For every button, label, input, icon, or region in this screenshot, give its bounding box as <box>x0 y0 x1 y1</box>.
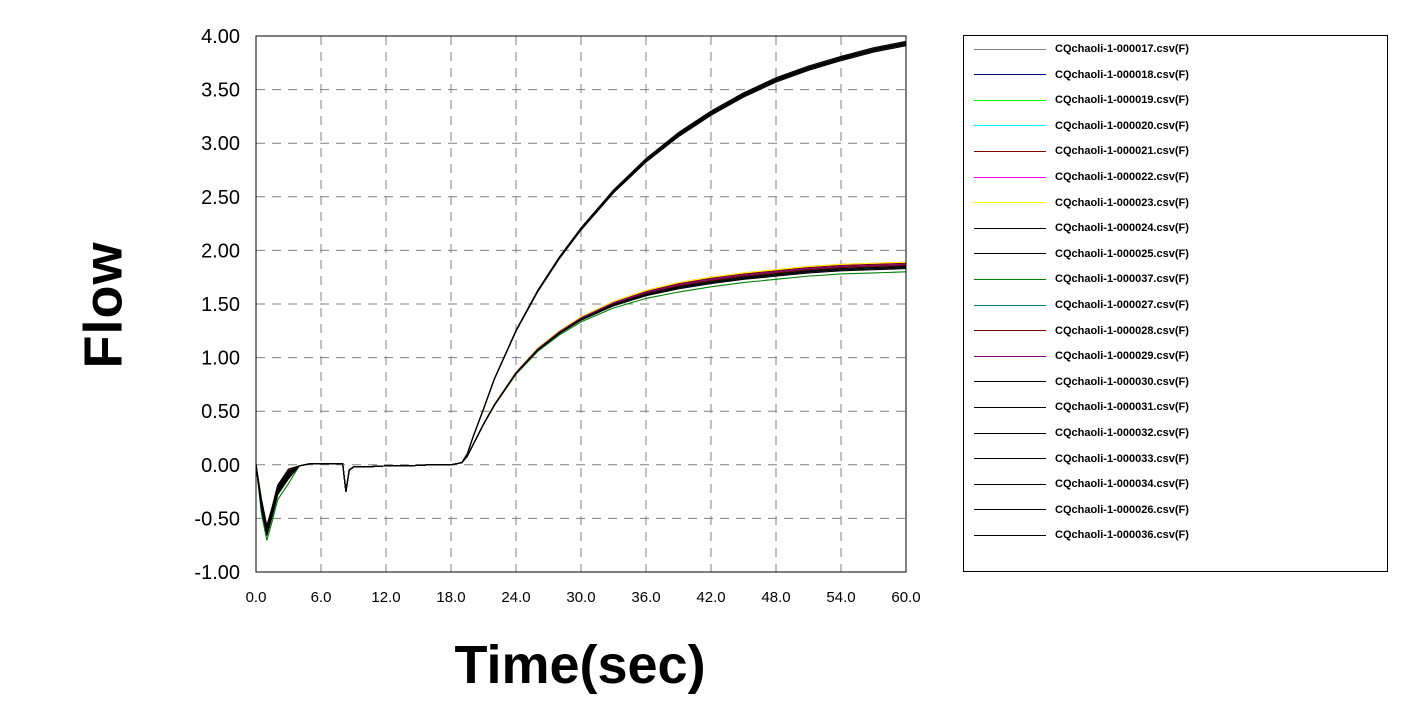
legend-swatch <box>974 458 1046 460</box>
y-tick-label: 2.50 <box>201 187 240 209</box>
x-tick-label: 12.0 <box>371 589 400 606</box>
x-tick-label: 30.0 <box>566 589 595 606</box>
y-tick-label: 3.50 <box>201 80 240 102</box>
legend-label: CQchaoli-1-000031.csv(F) <box>1055 401 1189 414</box>
y-tick-label: 2.00 <box>201 240 240 262</box>
y-tick-label: 0.00 <box>201 455 240 477</box>
legend-label: CQchaoli-1-000033.csv(F) <box>1055 452 1189 465</box>
legend-swatch <box>974 99 1046 101</box>
legend-label: CQchaoli-1-000026.csv(F) <box>1055 503 1189 516</box>
legend-swatch <box>974 278 1046 280</box>
y-tick-label: -0.50 <box>194 508 240 530</box>
legend-label: CQchaoli-1-000036.csv(F) <box>1055 529 1189 542</box>
y-tick-label: 1.00 <box>201 348 240 370</box>
x-tick-label: 18.0 <box>436 589 465 606</box>
legend-label: CQchaoli-1-000019.csv(F) <box>1055 94 1189 107</box>
series-line-20 <box>255 268 907 536</box>
y-tick-label: 1.50 <box>201 294 240 316</box>
legend-label: CQchaoli-1-000020.csv(F) <box>1055 119 1189 132</box>
legend-swatch <box>974 534 1046 536</box>
legend-item: CQchaoli-1-000017.csv(F) <box>974 40 1374 58</box>
legend-swatch <box>974 483 1046 485</box>
x-axis-label: Time(sec) <box>454 635 706 695</box>
legend-swatch <box>974 125 1046 127</box>
legend-item: CQchaoli-1-000030.csv(F) <box>974 373 1374 391</box>
x-tick-label: 54.0 <box>826 589 855 606</box>
legend-swatch <box>974 432 1046 434</box>
y-tick-label: 4.00 <box>201 26 240 48</box>
legend-item: CQchaoli-1-000025.csv(F) <box>974 245 1374 263</box>
legend-item: CQchaoli-1-000021.csv(F) <box>974 142 1374 160</box>
legend-label: CQchaoli-1-000034.csv(F) <box>1055 478 1189 491</box>
legend-label: CQchaoli-1-000022.csv(F) <box>1055 171 1189 183</box>
legend: CQchaoli-1-000017.csv(F) CQchaoli-1-00001… <box>963 35 1388 572</box>
legend-swatch <box>974 227 1046 229</box>
legend-item: CQchaoli-1-000028.csv(F) <box>974 322 1374 340</box>
legend-label: CQchaoli-1-000032.csv(F) <box>1055 427 1189 439</box>
x-tick-label: 0.0 <box>246 589 267 606</box>
legend-item: CQchaoli-1-000026.csv(F) <box>974 501 1374 519</box>
x-tick-label: 60.0 <box>891 589 920 606</box>
plot-border <box>255 35 907 573</box>
legend-label: CQchaoli-1-000025.csv(F) <box>1055 247 1189 260</box>
y-tick-label: 3.00 <box>201 133 240 155</box>
legend-label: CQchaoli-1-000027.csv(F) <box>1055 299 1189 311</box>
legend-item: CQchaoli-1-000036.csv(F) <box>974 526 1374 544</box>
legend-label: CQchaoli-1-000017.csv(F) <box>1055 43 1189 55</box>
x-tick-label: 24.0 <box>501 589 530 606</box>
legend-item: CQchaoli-1-000031.csv(F) <box>974 398 1374 416</box>
legend-item: CQchaoli-1-000020.csv(F) <box>974 117 1374 135</box>
legend-swatch <box>974 509 1046 511</box>
legend-swatch <box>974 381 1046 383</box>
legend-label: CQchaoli-1-000018.csv(F) <box>1055 68 1189 81</box>
legend-item: CQchaoli-1-000024.csv(F) <box>974 219 1374 237</box>
y-axis-label: Flow <box>73 241 134 369</box>
legend-item: CQchaoli-1-000018.csv(F) <box>974 66 1374 84</box>
legend-label: CQchaoli-1-000023.csv(F) <box>1055 196 1189 209</box>
x-tick-label: 42.0 <box>696 589 725 606</box>
legend-label: CQchaoli-1-000021.csv(F) <box>1055 145 1189 158</box>
legend-swatch <box>974 406 1046 408</box>
plot-area: 4.00 3.50 3.00 2.50 2.00 1.50 1.00 0.50 0.00 -0.5… <box>194 26 920 606</box>
legend-item: CQchaoli-1-000033.csv(F) <box>974 450 1374 468</box>
legend-label: CQchaoli-1-000024.csv(F) <box>1055 222 1189 235</box>
legend-item: CQchaoli-1-000019.csv(F) <box>974 91 1374 109</box>
legend-swatch <box>974 330 1046 332</box>
legend-swatch <box>974 150 1046 152</box>
legend-swatch <box>974 355 1046 357</box>
y-tick-label: -1.00 <box>194 562 240 584</box>
legend-item: CQchaoli-1-000032.csv(F) <box>974 424 1374 442</box>
legend-item: CQchaoli-1-000034.csv(F) <box>974 475 1374 493</box>
legend-swatch <box>974 74 1046 76</box>
y-axis-label-wrap: Flow <box>48 242 158 369</box>
y-tick-label: 0.50 <box>201 401 240 423</box>
legend-swatch <box>974 48 1046 50</box>
x-tick-label: 48.0 <box>761 589 790 606</box>
legend-item: CQchaoli-1-000023.csv(F) <box>974 194 1374 212</box>
legend-item: CQchaoli-1-000022.csv(F) <box>974 168 1374 186</box>
legend-swatch <box>974 176 1046 178</box>
legend-item: CQchaoli-1-000029.csv(F) <box>974 347 1374 365</box>
legend-swatch <box>974 202 1046 204</box>
x-tick-label: 36.0 <box>631 589 660 606</box>
legend-label: CQchaoli-1-000028.csv(F) <box>1055 324 1189 337</box>
legend-item: CQchaoli-1-000037.csv(F) <box>974 270 1374 288</box>
x-tick-label: 6.0 <box>311 589 332 606</box>
legend-label: CQchaoli-1-000037.csv(F) <box>1055 273 1189 286</box>
legend-swatch <box>974 253 1046 255</box>
legend-label: CQchaoli-1-000030.csv(F) <box>1055 375 1189 388</box>
legend-label: CQchaoli-1-000029.csv(F) <box>1055 350 1189 363</box>
legend-swatch <box>974 304 1046 306</box>
legend-item: CQchaoli-1-000027.csv(F) <box>974 296 1374 314</box>
